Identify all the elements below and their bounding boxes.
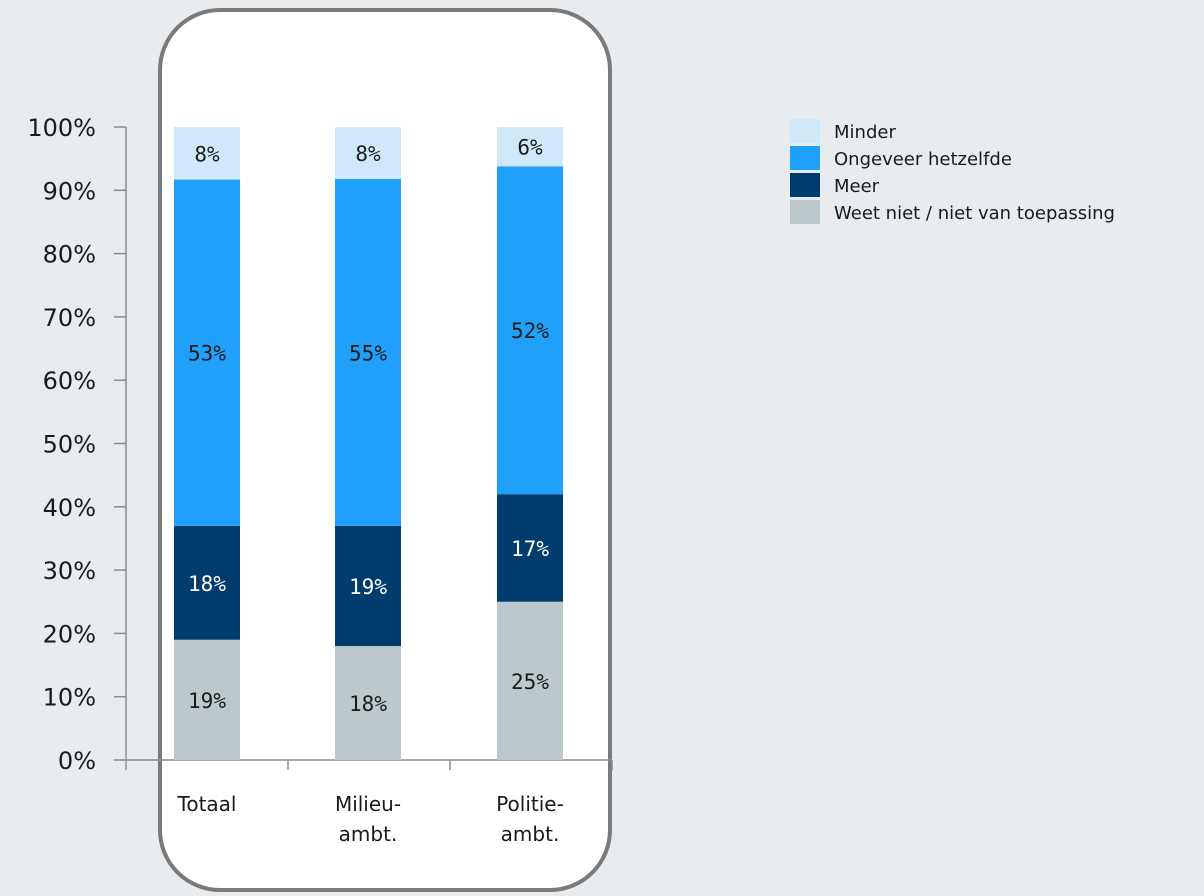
x-category-label: ambt.: [501, 822, 560, 846]
legend-swatch: [790, 146, 820, 170]
data-label: 55%: [349, 341, 387, 365]
bar-segment: [497, 127, 563, 167]
bar-segment: [497, 166, 563, 495]
y-tick-label: 80%: [43, 241, 96, 269]
y-tick-label: 50%: [43, 431, 96, 459]
data-label: 17%: [511, 537, 549, 561]
data-label: 6%: [517, 136, 543, 160]
y-tick-label: 10%: [43, 684, 96, 712]
y-tick-label: 70%: [43, 304, 96, 332]
y-tick-label: 100%: [27, 114, 96, 142]
data-label: 53%: [188, 342, 226, 366]
legend-swatch: [790, 200, 820, 224]
bar-segment: [497, 494, 563, 602]
y-tick-label: 90%: [43, 177, 96, 205]
data-label: 18%: [188, 572, 226, 596]
axis-layer: 0% 10% 20% 30% 40% 50% 60% 70% 80% 90% 100% Totaal M…: [27, 114, 613, 846]
data-label: 19%: [188, 689, 226, 713]
data-label: 8%: [194, 142, 220, 166]
bar-layer: [174, 127, 563, 760]
bar-segment: [497, 601, 563, 760]
bar-segment: [335, 646, 401, 760]
y-tick-label: 30%: [43, 557, 96, 585]
legend-swatch: [790, 119, 820, 143]
legend-label: Weet niet / niet van toepassing: [834, 203, 1115, 224]
bar-segment: [174, 179, 240, 526]
bar-segment: [335, 178, 401, 526]
data-label: 25%: [511, 670, 549, 694]
legend-label: Minder: [834, 122, 896, 143]
x-category-label: Milieu-: [335, 792, 401, 816]
legend-label: Meer: [834, 176, 880, 197]
data-label: 52%: [511, 319, 549, 343]
bar-segment: [335, 127, 401, 179]
legend-label: Ongeveer hetzelfde: [834, 149, 1012, 170]
x-category-label: Politie-: [496, 792, 564, 816]
bar-segment: [174, 639, 240, 760]
bar-segment: [174, 525, 240, 640]
y-tick-label: 40%: [43, 494, 96, 522]
data-label: 18%: [349, 692, 387, 716]
bar-segment: [174, 127, 240, 180]
x-category-label: ambt.: [339, 822, 398, 846]
legend-swatch: [790, 173, 820, 197]
x-category-label: Totaal: [177, 792, 237, 816]
bar-segment: [335, 525, 401, 647]
y-tick-label: 0%: [58, 747, 96, 775]
y-tick-label: 60%: [43, 367, 96, 395]
y-tick-label: 20%: [43, 620, 96, 648]
data-label: 8%: [355, 142, 381, 166]
legend: Minder Ongeveer hetzelfde Meer Weet niet / …: [790, 119, 1115, 224]
label-layer: 19% 18% 53% 8% 18% 19% 55% 8% 25% 17% 52% 6%: [188, 136, 549, 716]
data-label: 19%: [349, 575, 387, 599]
